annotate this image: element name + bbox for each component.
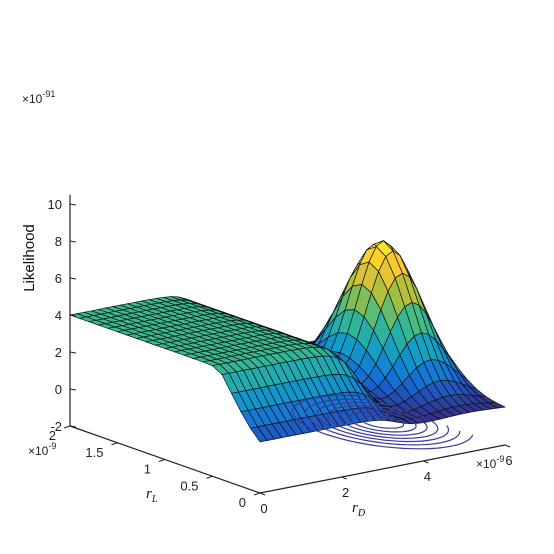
x-multiplier: ×10-9 — [476, 454, 504, 471]
z-tick — [69, 425, 77, 428]
y-tick — [206, 475, 213, 479]
z-tick-label: 6 — [55, 271, 62, 286]
z-tick — [69, 351, 77, 354]
x-tick — [423, 460, 429, 464]
x-tick-label: 0 — [260, 501, 267, 516]
y-multiplier: ×10-9 — [28, 441, 56, 458]
contour-line — [348, 411, 417, 433]
x-tick-label: 4 — [424, 469, 431, 484]
contour-line — [337, 408, 428, 436]
y-tick-label: 1.5 — [85, 445, 103, 460]
z-tick — [69, 277, 77, 280]
y-tick — [111, 442, 118, 446]
z-tick-label: 8 — [55, 234, 62, 249]
z-tick — [69, 314, 77, 317]
contour-line — [291, 394, 474, 450]
y-tick — [253, 492, 261, 496]
z-tick-label: 2 — [55, 345, 62, 360]
x-tick — [341, 476, 347, 480]
contour-line — [361, 415, 405, 429]
y-tick-label: 1 — [144, 462, 151, 477]
contour-line — [327, 405, 439, 440]
y-tick — [158, 459, 166, 462]
z-tick — [69, 203, 77, 206]
y-tick — [63, 425, 71, 429]
contour-line — [304, 398, 461, 446]
y-axis-label: rL — [146, 486, 158, 505]
y-tick-label: 0 — [239, 495, 246, 510]
x-tick-label: 2 — [342, 485, 349, 500]
y-tick-label: 2 — [49, 428, 56, 443]
z-tick-label: 10 — [48, 197, 62, 212]
x-tick — [504, 444, 511, 448]
z-tick — [69, 388, 77, 391]
z-tick-label: -2 — [50, 419, 62, 434]
z-axis-label: Likelihood — [21, 224, 38, 292]
z-tick — [69, 240, 77, 243]
z-tick-label: 0 — [55, 382, 62, 397]
x-tick-label: 6 — [505, 453, 512, 468]
surface-patch — [487, 402, 507, 409]
x-tick — [259, 492, 266, 496]
x-axis-line — [259, 444, 506, 494]
surface-mesh — [68, 240, 507, 443]
x-axis-label: rD — [352, 500, 366, 519]
contour-line — [316, 402, 450, 443]
z-tick-label: 4 — [55, 308, 62, 323]
y-tick-label: 0.5 — [180, 478, 198, 493]
z-multiplier: ×10-91 — [22, 89, 55, 106]
contour-projection — [291, 394, 474, 450]
